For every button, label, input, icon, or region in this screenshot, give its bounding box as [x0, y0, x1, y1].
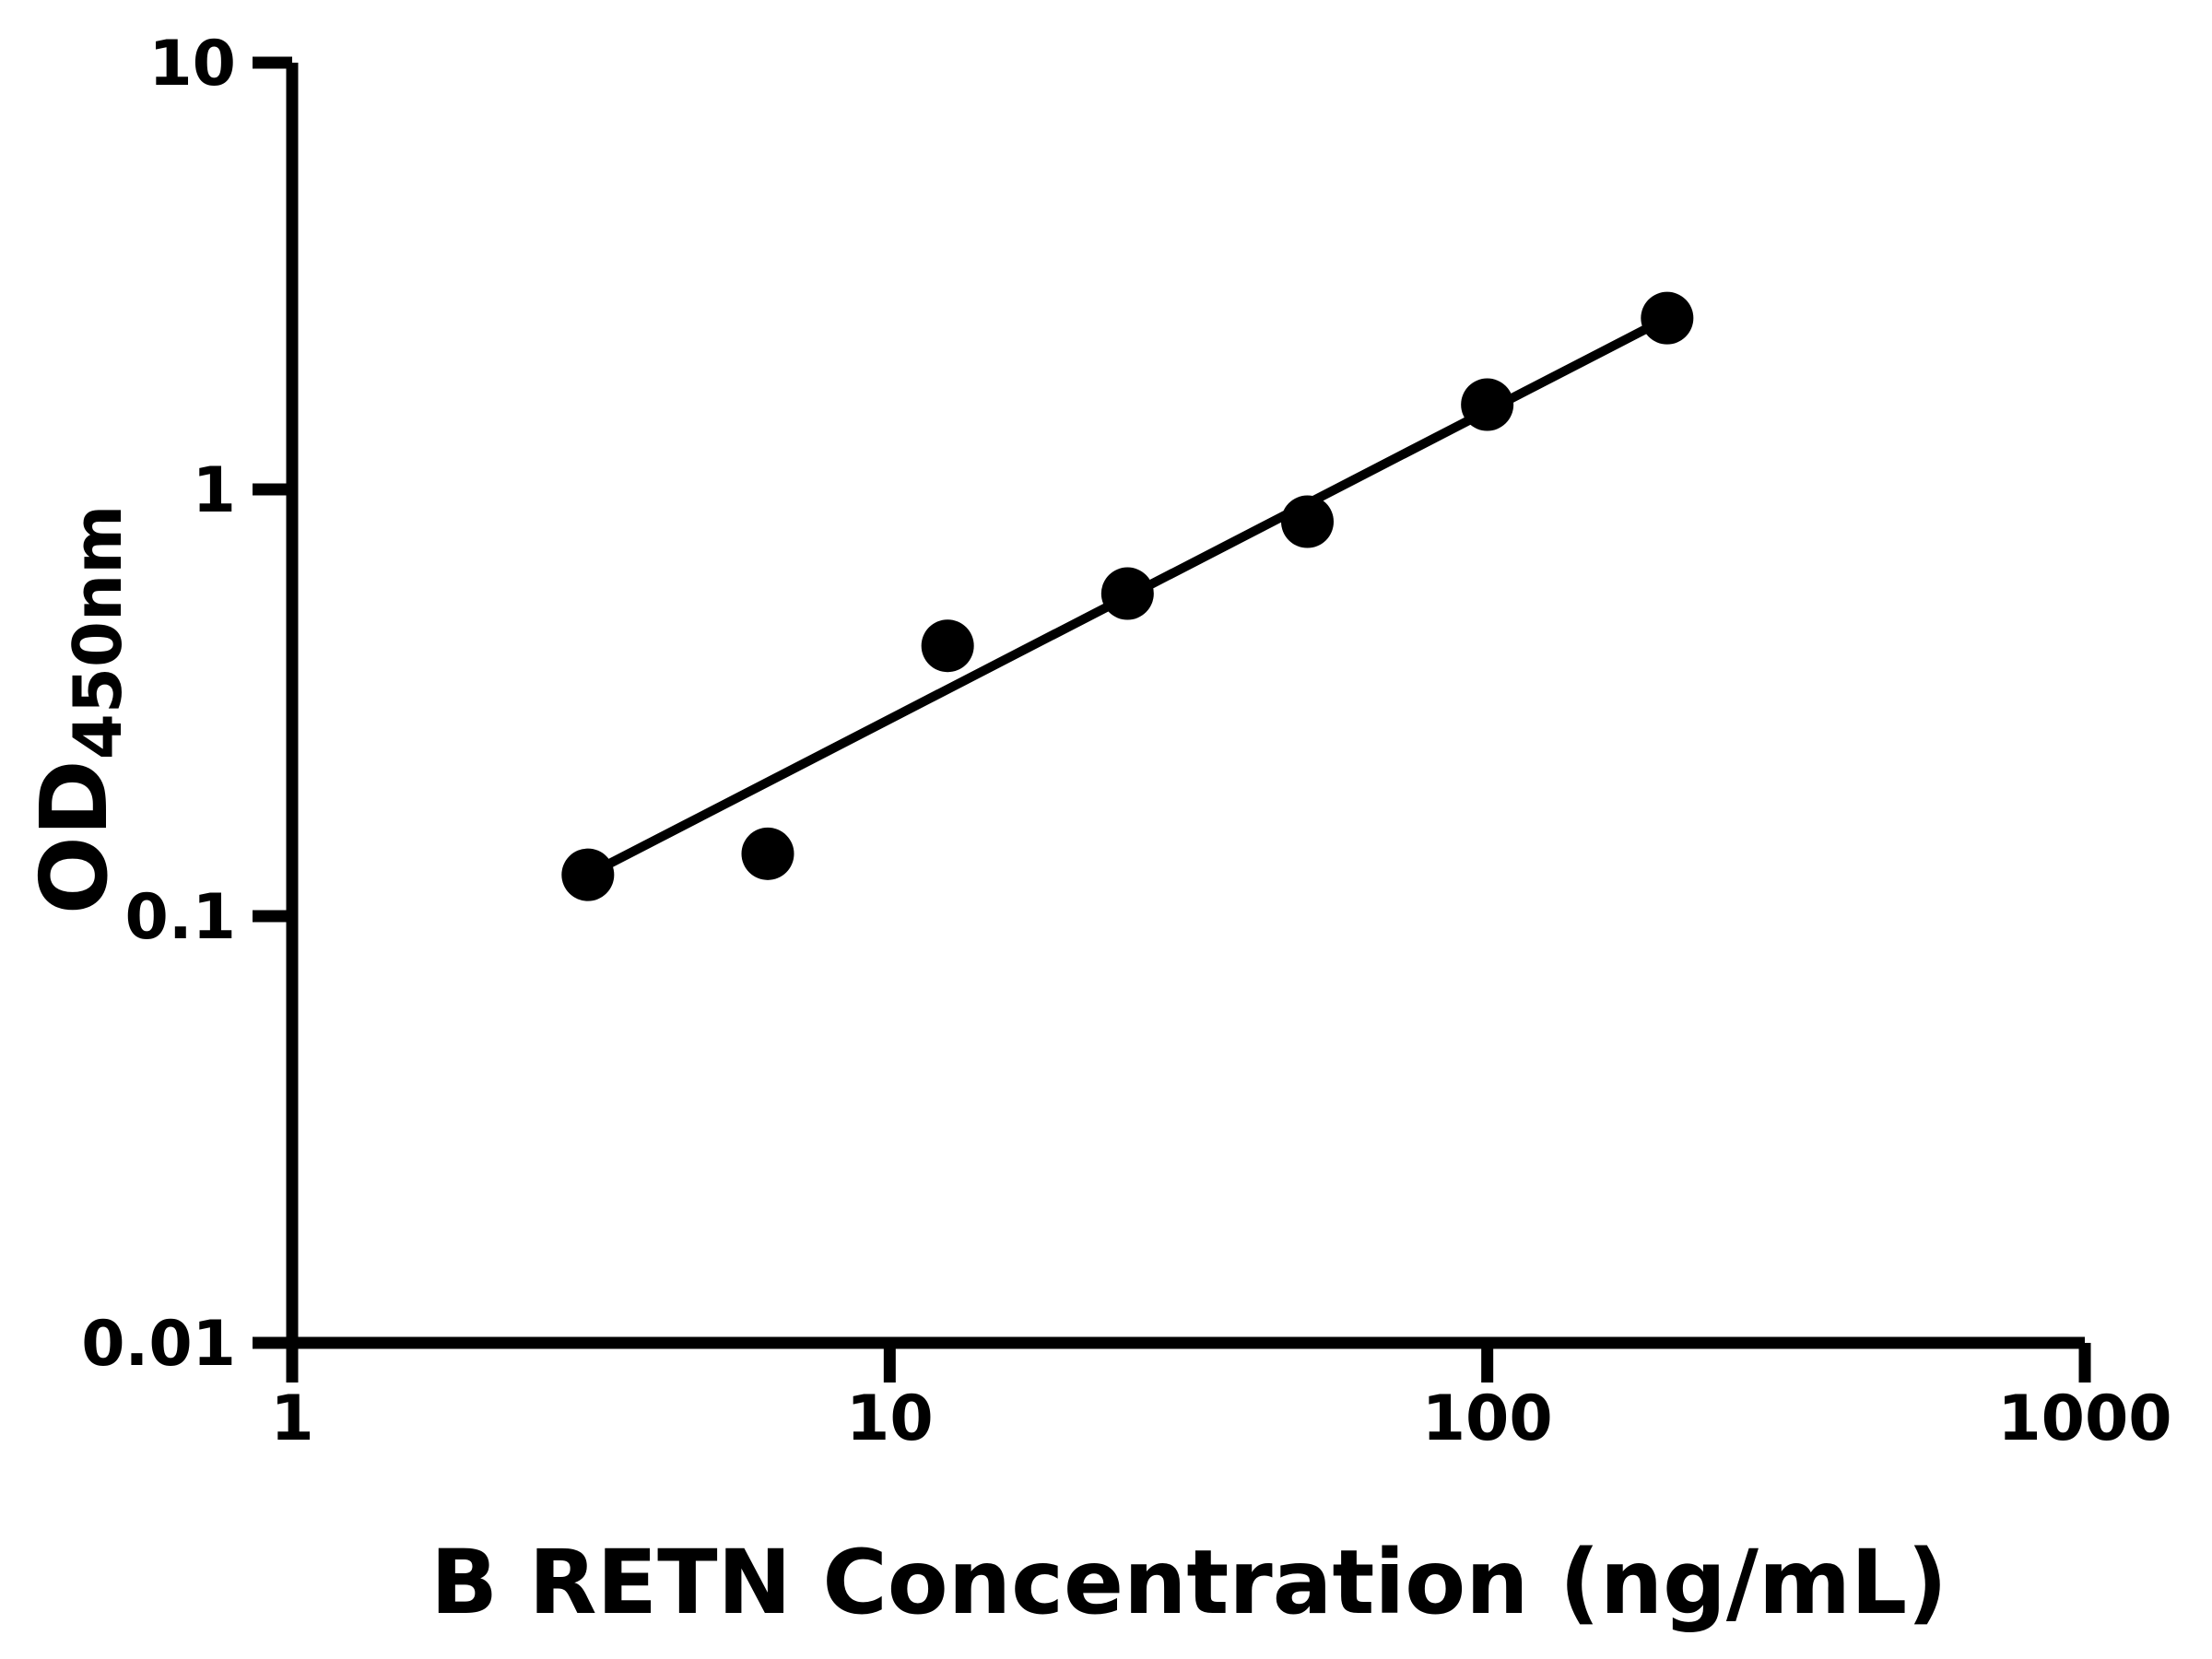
- data-point: [1461, 378, 1514, 431]
- y-axis-ticks: [253, 56, 292, 1349]
- y-axis-title: OD450nm: [20, 505, 136, 915]
- y-tick-label: 1: [193, 454, 236, 527]
- data-points: [561, 291, 1694, 901]
- x-tick-label: 10: [846, 1382, 934, 1455]
- axis-spines: [286, 63, 2085, 1349]
- data-point: [1280, 495, 1334, 548]
- data-point: [1641, 291, 1694, 345]
- x-axis-tick-labels: 1 10 100 1000: [270, 1382, 2171, 1455]
- y-tick-label: 0.1: [125, 881, 236, 954]
- x-axis-ticks: [286, 1343, 2091, 1382]
- data-point: [921, 619, 974, 673]
- x-tick-label: 1: [270, 1382, 313, 1455]
- x-axis-title: B RETN Concentration (ng/mL): [430, 1531, 1947, 1634]
- x-tick-label: 1000: [1997, 1382, 2171, 1455]
- data-point: [741, 827, 794, 880]
- y-tick-label: 0.01: [81, 1308, 236, 1381]
- data-point: [1100, 567, 1154, 620]
- data-point: [561, 848, 615, 901]
- y-axis-tick-labels: 10 1 0.1 0.01: [81, 28, 236, 1381]
- y-tick-label: 10: [148, 28, 236, 100]
- x-tick-label: 100: [1422, 1382, 1553, 1455]
- y-axis-title-subscript: 450nm: [59, 505, 136, 760]
- y-axis-title-main: OD: [20, 759, 128, 914]
